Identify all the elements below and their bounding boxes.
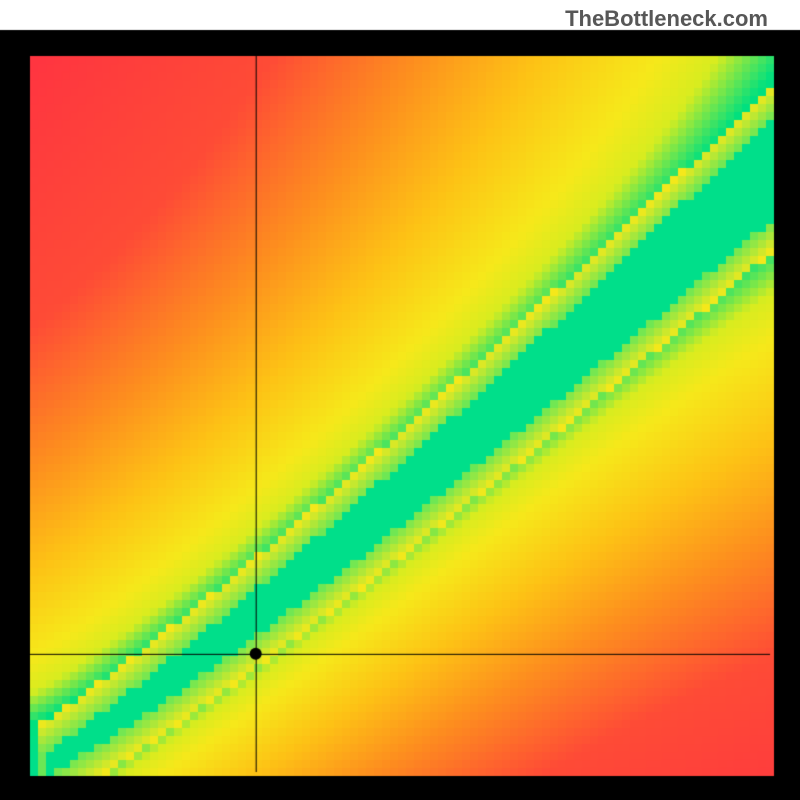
watermark-text: TheBottleneck.com — [565, 6, 768, 32]
bottleneck-heatmap — [0, 0, 800, 800]
